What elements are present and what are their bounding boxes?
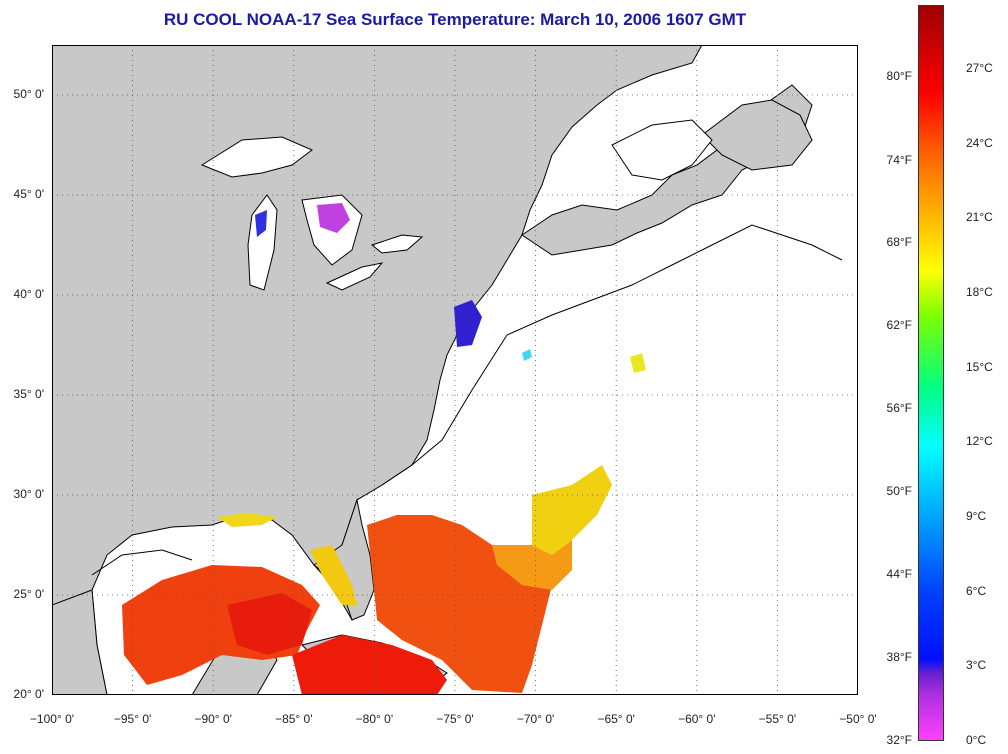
colorbar-celsius-label: 18°C xyxy=(966,285,993,300)
colorbar-celsius-label: 15°C xyxy=(966,359,993,374)
longitude-label: −90° 0' xyxy=(194,712,232,726)
sst-caribbean xyxy=(292,635,447,695)
latitude-label: 50° 0' xyxy=(13,87,44,101)
colorbar-fahrenheit-label: 74°F xyxy=(886,152,912,167)
map-title: RU COOL NOAA-17 Sea Surface Temperature:… xyxy=(163,10,747,29)
sst-offshore-yellow xyxy=(630,353,646,373)
longitude-label: −95° 0' xyxy=(113,712,152,726)
isobath-600ft xyxy=(91,224,843,576)
lake-ontario xyxy=(370,234,424,254)
temperature-colorbar xyxy=(918,5,944,741)
sst-shelf-cyan xyxy=(522,349,532,361)
longitude-label: −75° 0' xyxy=(436,712,474,726)
lake-michigan xyxy=(247,194,278,291)
latitude-label: 25° 0' xyxy=(13,587,44,601)
sst-gulfstream-orange xyxy=(492,540,572,590)
colorbar-celsius-label: 12°C xyxy=(966,434,993,449)
gulf-st-lawrence xyxy=(611,119,713,181)
longitude-label: −50° 0' xyxy=(839,712,877,726)
land-mexico-south xyxy=(52,589,108,695)
colorbar-fahrenheit-label: 32°F xyxy=(886,733,912,747)
longitude-label: −65° 0' xyxy=(597,712,635,726)
colorbar-celsius-label: 3°C xyxy=(966,658,987,673)
latitude-label: 45° 0' xyxy=(13,187,44,201)
sst-map xyxy=(52,45,858,695)
latitude-label: 40° 0' xyxy=(13,287,44,301)
colorbar-celsius-label: 21°C xyxy=(966,210,993,225)
colorbar-celsius-label: 24°C xyxy=(966,135,993,150)
sst-gulf-mexico xyxy=(122,565,320,685)
lake-superior xyxy=(200,136,313,178)
sst-gulfstream-yellow xyxy=(532,465,612,555)
lake-erie xyxy=(325,262,384,291)
colorbar-fahrenheit-label: 56°F xyxy=(886,401,912,416)
sst-west-florida-yellow xyxy=(310,545,357,605)
sst-lake-michigan xyxy=(255,210,267,237)
longitude-label: −80° 0' xyxy=(355,712,394,726)
colorbar-fahrenheit-label: 68°F xyxy=(886,235,912,250)
sst-gulf-warm xyxy=(227,593,312,655)
latitude-label: 30° 0' xyxy=(13,487,44,501)
graticule xyxy=(52,45,858,695)
map-canvas xyxy=(52,45,858,695)
map-border xyxy=(52,45,858,695)
land-newfoundland xyxy=(701,99,813,171)
longitude-label: −55° 0' xyxy=(758,712,797,726)
colorbar-fahrenheit-label: 80°F xyxy=(886,69,912,84)
sst-gulf-north-yellow xyxy=(217,513,277,527)
sst-data xyxy=(122,203,646,695)
longitude-label: −60° 0' xyxy=(678,712,716,726)
colorbar-celsius-label: 6°C xyxy=(966,583,987,598)
longitude-label: −85° 0' xyxy=(275,712,313,726)
colorbar-celsius-label: 0°C xyxy=(966,733,987,747)
colorbar-fahrenheit-label: 38°F xyxy=(886,650,912,665)
colorbar-fahrenheit-label: 62°F xyxy=(886,318,912,333)
colorbar-fahrenheit-label: 50°F xyxy=(886,484,912,499)
longitude-label: −70° 0' xyxy=(516,712,555,726)
colorbar-fahrenheit-label: 44°F xyxy=(886,567,912,582)
latitude-label: 20° 0' xyxy=(13,687,44,701)
colorbar-celsius-label: 27°C xyxy=(966,61,993,76)
colorbar-celsius-label: 9°C xyxy=(966,509,987,524)
sst-chesapeake xyxy=(454,300,482,347)
latitude-label: 35° 0' xyxy=(13,387,44,401)
sst-lake-huron xyxy=(317,203,350,233)
longitude-label: −100° 0' xyxy=(29,712,75,726)
land-maritimes xyxy=(521,84,813,256)
